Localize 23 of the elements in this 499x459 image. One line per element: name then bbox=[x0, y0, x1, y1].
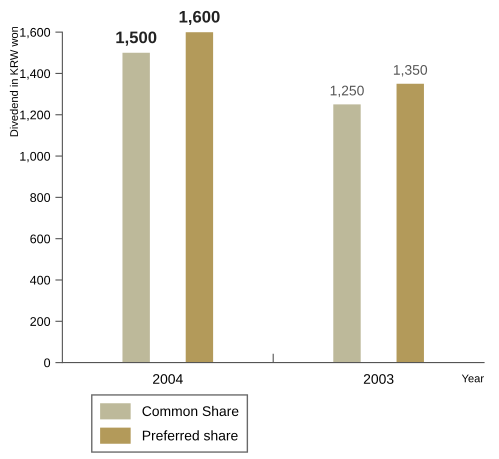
bar bbox=[186, 32, 214, 363]
legend-label: Common Share bbox=[142, 406, 238, 416]
y-tick-label: 400 bbox=[30, 276, 50, 285]
y-tick-label: 1,600 bbox=[20, 28, 50, 38]
y-axis-title: Divedend in KRW won bbox=[10, 26, 18, 136]
data-label: 1,250 bbox=[330, 86, 364, 98]
bar bbox=[333, 104, 361, 363]
y-tick-label: 0 bbox=[44, 358, 50, 368]
x-axis-title: Year bbox=[462, 374, 484, 382]
legend-label: Preferred share bbox=[142, 430, 238, 440]
data-label: 1,600 bbox=[180, 10, 220, 26]
bar bbox=[122, 52, 150, 363]
data-label: 1,350 bbox=[394, 64, 428, 76]
y-tick-label: 1,200 bbox=[20, 110, 50, 121]
y-tick-label: 600 bbox=[30, 234, 50, 244]
data-label: 1,500 bbox=[116, 31, 156, 46]
y-tick-label: 200 bbox=[30, 317, 50, 326]
y-tick-label: 1,400 bbox=[20, 69, 50, 80]
bar bbox=[396, 84, 424, 363]
x-tick-label: 2004 bbox=[153, 374, 183, 384]
y-tick-label: 1,000 bbox=[20, 152, 50, 162]
y-tick-label: 800 bbox=[30, 193, 50, 202]
x-tick-label: 2003 bbox=[364, 374, 394, 384]
